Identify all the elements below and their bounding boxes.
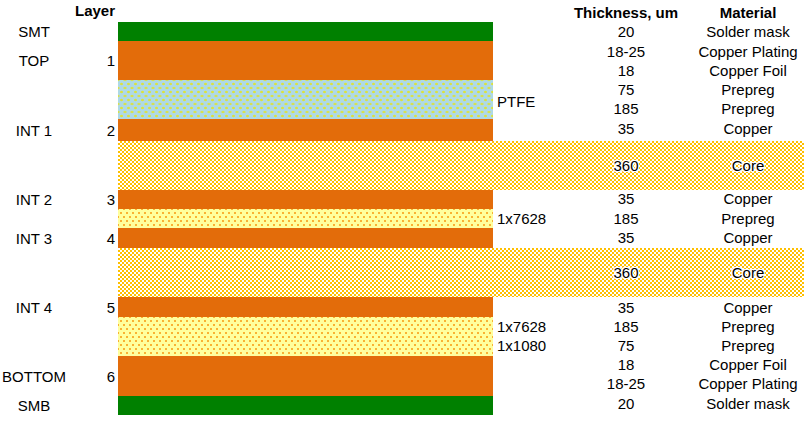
material-value: Prepreg xyxy=(690,209,804,228)
layer-number-5: 5 xyxy=(100,298,122,317)
layer-label-smt: SMT xyxy=(0,22,68,41)
material-value: Prepreg xyxy=(690,336,804,355)
material-value: Core xyxy=(690,263,804,282)
thickness-value: 35 xyxy=(556,228,696,247)
layer-label-int4: INT 4 xyxy=(0,298,68,317)
layer-band-int4-copper xyxy=(118,297,493,317)
material-value: Prepreg xyxy=(690,80,804,99)
material-value: Copper Plating xyxy=(690,374,804,393)
material-value: Solder mask xyxy=(690,22,804,41)
thickness-value: 185 xyxy=(556,317,696,336)
material-value: Copper xyxy=(690,228,804,247)
layer-label-smb: SMB xyxy=(0,396,68,415)
thickness-value: 18-25 xyxy=(556,374,696,393)
thickness-value: 35 xyxy=(556,189,696,208)
layer-band-int2-copper xyxy=(118,190,493,209)
layer-band-ptfe-dielectric xyxy=(118,80,493,119)
thickness-value: 35 xyxy=(556,298,696,317)
material-value: Copper xyxy=(690,119,804,138)
layer-number-3: 3 xyxy=(100,190,122,209)
note-1x7628-a: 1x7628 xyxy=(497,209,546,228)
thickness-value: 360 xyxy=(556,156,696,175)
pcb-stackup-diagram: Layer Thickness, um Material SMT TOP INT… xyxy=(0,0,804,425)
layer-band-bottom-copper xyxy=(118,356,493,396)
layer-label-top: TOP xyxy=(0,51,68,70)
note-1x7628-b: 1x7628 xyxy=(497,317,546,336)
note-ptfe: PTFE xyxy=(497,92,535,111)
material-value: Copper Plating xyxy=(690,42,804,61)
note-1x1080: 1x1080 xyxy=(497,336,546,355)
thickness-value: 20 xyxy=(556,394,696,413)
material-value: Prepreg xyxy=(690,317,804,336)
thickness-value: 18-25 xyxy=(556,42,696,61)
layer-band-int3-copper xyxy=(118,228,493,248)
layer-band-smt-solder-mask xyxy=(118,22,493,41)
thickness-value: 185 xyxy=(556,99,696,118)
material-column-header: Material xyxy=(690,3,804,22)
layer-label-int3: INT 3 xyxy=(0,229,68,248)
thickness-value: 18 xyxy=(556,61,696,80)
material-value: Solder mask xyxy=(690,394,804,413)
layer-band-int1-copper xyxy=(118,119,493,141)
layer-number-1: 1 xyxy=(100,51,122,70)
layer-label-int1: INT 1 xyxy=(0,121,68,140)
material-value: Copper Foil xyxy=(690,61,804,80)
thickness-value: 75 xyxy=(556,336,696,355)
layer-band-top-copper xyxy=(118,41,493,80)
layer-number-4: 4 xyxy=(100,229,122,248)
layer-label-bottom: BOTTOM xyxy=(0,367,68,386)
material-value: Core xyxy=(690,156,804,175)
layer-band-smb-solder-mask xyxy=(118,396,493,415)
layer-band-prepreg-1 xyxy=(118,209,493,228)
layer-number-2: 2 xyxy=(100,121,122,140)
thickness-value: 75 xyxy=(556,80,696,99)
thickness-value: 18 xyxy=(556,355,696,374)
thickness-value: 20 xyxy=(556,22,696,41)
layer-label-int2: INT 2 xyxy=(0,190,68,209)
material-value: Copper xyxy=(690,189,804,208)
material-value: Prepreg xyxy=(690,99,804,118)
material-value: Copper Foil xyxy=(690,355,804,374)
thickness-column-header: Thickness, um xyxy=(556,3,696,22)
layer-number-6: 6 xyxy=(100,367,122,386)
thickness-value: 35 xyxy=(556,119,696,138)
layer-column-header: Layer xyxy=(60,1,130,20)
layer-band-prepreg-2 xyxy=(118,317,493,356)
thickness-value: 360 xyxy=(556,263,696,282)
thickness-value: 185 xyxy=(556,209,696,228)
material-value: Copper xyxy=(690,298,804,317)
